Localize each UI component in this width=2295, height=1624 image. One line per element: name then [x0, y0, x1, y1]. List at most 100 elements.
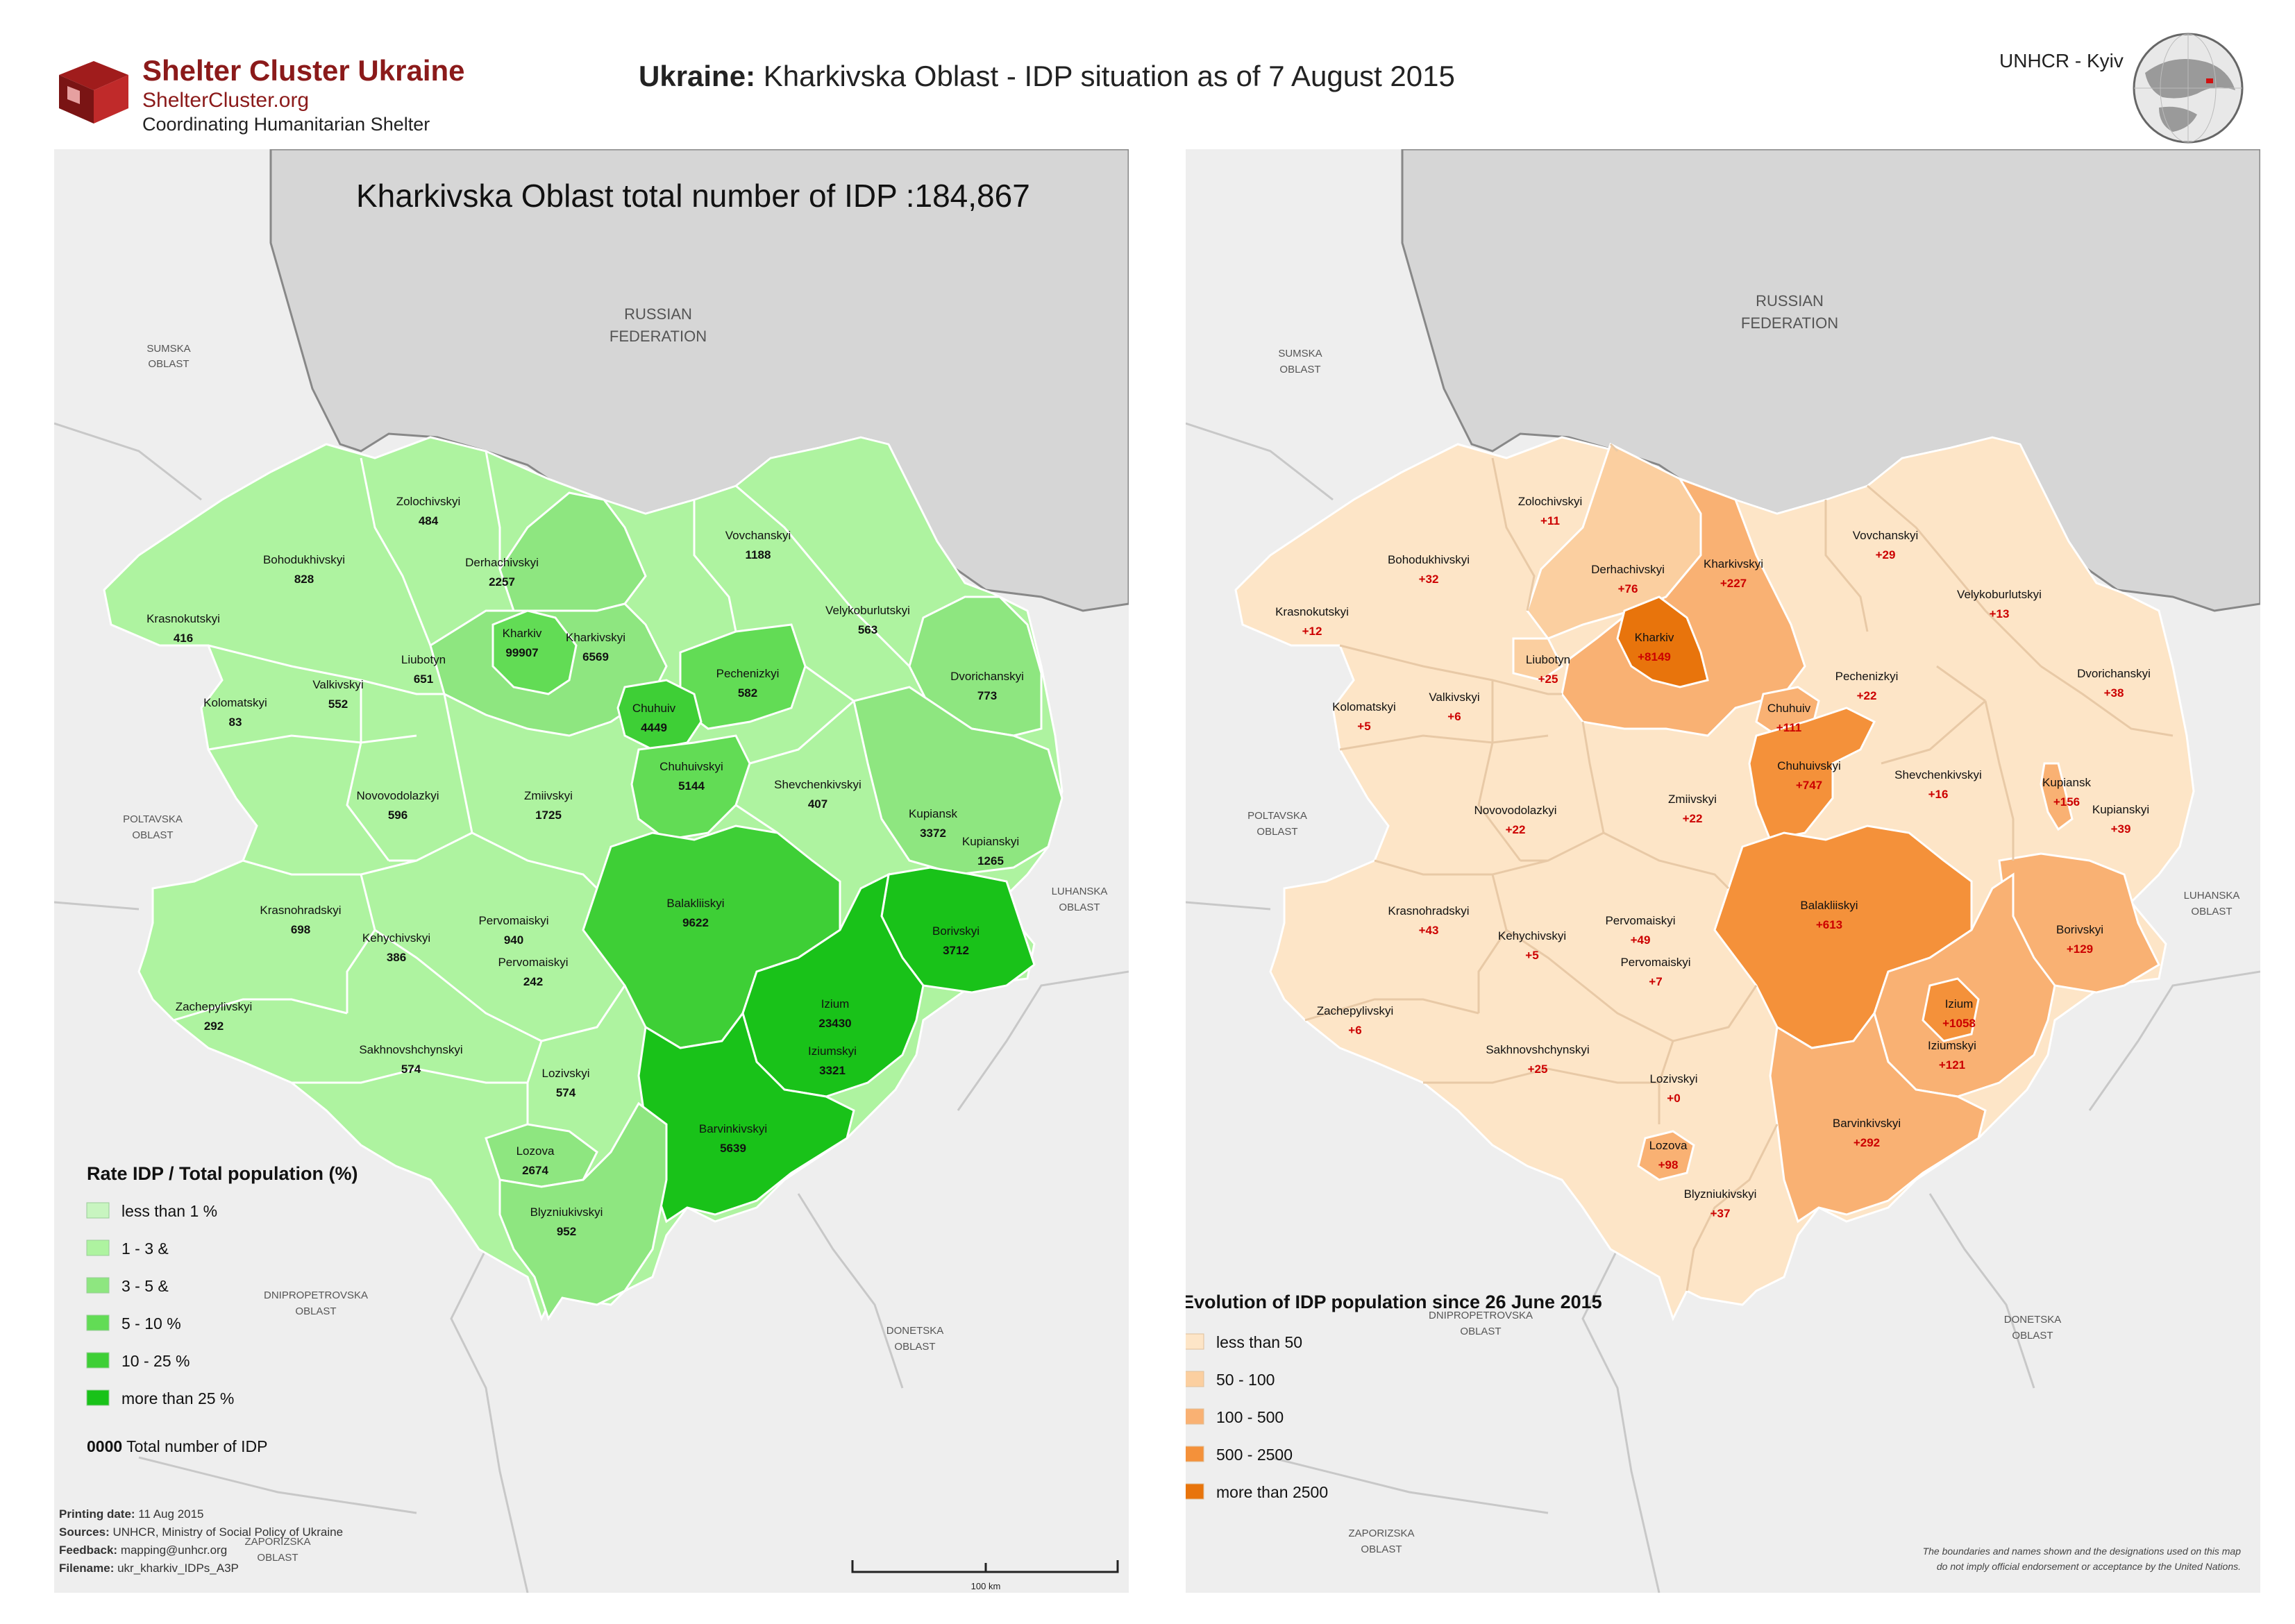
district-label: Chuhuiv [1767, 702, 1811, 715]
district-change: +5 [1525, 949, 1538, 962]
right-map: RUSSIAN FEDERATION SUMSKA OBLAST POLTAVS… [1182, 149, 2260, 1593]
district-value: 552 [328, 697, 348, 711]
district-value: 407 [808, 797, 827, 811]
district-change: +11 [1540, 514, 1560, 527]
district-boundaries-left [173, 450, 911, 1124]
district-label: Novovodolazkyi [356, 789, 439, 802]
neighbor-boundaries-left [54, 422, 1129, 1593]
dnipro-label-left: DNIPROPETROVSKA [264, 1289, 368, 1301]
district-value: 484 [419, 514, 439, 527]
page-title-bold: Ukraine: [639, 60, 756, 92]
dnipro-label-right: DNIPROPETROVSKA [1429, 1310, 1533, 1321]
poltavska-label-left-2: OBLAST [132, 829, 173, 841]
district-label: Pervomaiskyi [498, 956, 568, 969]
district-label: Kharkivskyi [566, 631, 625, 644]
legend-label: 10 - 25 % [121, 1352, 190, 1370]
zaporizska-label-right: ZAPORIZSKA [1348, 1528, 1414, 1539]
district-label: Sakhnovshchynskyi [359, 1043, 462, 1056]
feedback-label: Feedback: [59, 1543, 117, 1557]
disclaimer-line-2: do not imply official endorsement or acc… [1937, 1561, 2241, 1572]
district-value: 1265 [977, 854, 1004, 868]
district-change: +22 [1857, 689, 1877, 702]
district-value: 1188 [746, 548, 771, 561]
district-value: 5144 [678, 779, 705, 793]
sumska-label-right: SUMSKA [1278, 348, 1322, 360]
legend-label: less than 1 % [121, 1202, 217, 1220]
luhanska-label-right: LUHANSKA [2184, 890, 2240, 902]
legend-label: 1 - 3 & [121, 1240, 169, 1258]
left-legend-title: Rate IDP / Total population (%) [87, 1163, 358, 1184]
district-change: +0 [1667, 1092, 1680, 1105]
printing-date: Printing date: 11 Aug 2015 [59, 1507, 204, 1521]
poltavska-label-right: POLTAVSKA [1247, 810, 1307, 822]
dnipro-label-right-2: OBLAST [1460, 1326, 1501, 1337]
district-label: Borivskyi [932, 924, 980, 938]
district-value: 574 [556, 1086, 576, 1099]
right-district-labels: Zolochivskyi +11 Bohodukhivskyi +32 Derh… [1275, 495, 2151, 1220]
district-label: Barvinkivskyi [1833, 1117, 1901, 1130]
district-change: +8149 [1638, 650, 1671, 663]
district-value: 952 [557, 1225, 576, 1238]
district-change: +22 [1683, 812, 1703, 825]
district-boundaries-right [1304, 443, 2174, 1292]
left-district-labels: Zolochivskyi 484 Bohodukhivskyi 828 Derh… [146, 495, 1024, 1238]
total-idp-note-bold: 0000 [87, 1437, 122, 1455]
legend-label: 50 - 100 [1216, 1371, 1275, 1389]
district-label: Pervomaiskyi [478, 914, 548, 927]
poltavska-label-right-2: OBLAST [1256, 826, 1297, 838]
right-legend-title: Evolution of IDP population since 26 Jun… [1182, 1292, 1602, 1312]
legend-label: more than 25 % [121, 1389, 234, 1407]
district-label: Lozova [1649, 1139, 1688, 1152]
district-value: 83 [229, 716, 242, 729]
district-label: Velykoburlutskyi [1957, 588, 2042, 601]
left-footer: Printing date: 11 Aug 2015 Sources: UNHC… [59, 1507, 343, 1575]
poltavska-label-left: POLTAVSKA [123, 813, 183, 825]
district-label: Krasnokutskyi [1275, 605, 1349, 618]
district-change: +25 [1528, 1063, 1548, 1076]
district-label: Kehychivskyi [362, 931, 430, 945]
district-change: +76 [1618, 582, 1638, 595]
donetska-label-left-2: OBLAST [894, 1341, 935, 1353]
district-value: 292 [204, 1020, 224, 1033]
district-shape-kharkiv [491, 609, 578, 695]
district-label: Derhachivskyi [465, 556, 539, 569]
agency-label: UNHCR - Kyiv [1999, 50, 2124, 71]
district-value: 3712 [943, 944, 969, 957]
legend-label: 100 - 500 [1216, 1408, 1284, 1426]
district-label: Lozivskyi [542, 1067, 590, 1080]
feedback: Feedback: mapping@unhcr.org [59, 1543, 227, 1557]
district-change: +25 [1538, 673, 1558, 686]
disclaimer-line-1: The boundaries and names shown and the d… [1923, 1546, 2242, 1557]
district-label: Kupiansk [909, 807, 957, 820]
district-label: Zolochivskyi [1518, 495, 1583, 508]
sumska-label-left-2: OBLAST [148, 358, 189, 370]
district-change: +6 [1348, 1024, 1361, 1037]
district-label: Blyzniukivskyi [1684, 1187, 1757, 1201]
district-change: +22 [1506, 823, 1526, 836]
scale-bar: 100 km [851, 1560, 1119, 1591]
district-change: +613 [1816, 918, 1842, 931]
donetska-label-right-2: OBLAST [2012, 1330, 2053, 1342]
left-map-title: Kharkivska Oblast total number of IDP :1… [356, 178, 1030, 214]
org-url[interactable]: ShelterCluster.org [142, 89, 310, 112]
legend-swatch [86, 1352, 110, 1369]
district-shape-chuhuivskyi-right [1748, 707, 1876, 841]
district-value: 242 [523, 975, 543, 988]
total-idp-note-text: Total number of IDP [122, 1437, 267, 1455]
russia-label-left: RUSSIAN [624, 305, 692, 323]
district-label: Dvorichanskyi [2077, 667, 2151, 680]
neighbor-boundaries-right [1186, 422, 2260, 1593]
district-value: 563 [858, 623, 877, 636]
district-label: Balakliiskyi [666, 897, 724, 910]
district-shape-blyzniukivskyi [498, 1101, 668, 1321]
feedback-value[interactable]: mapping@unhcr.org [117, 1543, 227, 1557]
district-label: Liubotyn [401, 653, 446, 666]
filename: Filename: ukr_kharkiv_IDPs_A3P [59, 1562, 239, 1575]
district-label: Lozova [516, 1144, 555, 1158]
district-value: 99907 [505, 646, 538, 659]
district-label: Velykoburlutskyi [825, 604, 910, 617]
district-label: Bohodukhivskyi [263, 553, 345, 566]
shelter-cluster-logo-icon [52, 54, 135, 127]
district-label: Shevchenkivskyi [1894, 768, 1982, 781]
district-label: Kolomatskyi [203, 696, 267, 709]
